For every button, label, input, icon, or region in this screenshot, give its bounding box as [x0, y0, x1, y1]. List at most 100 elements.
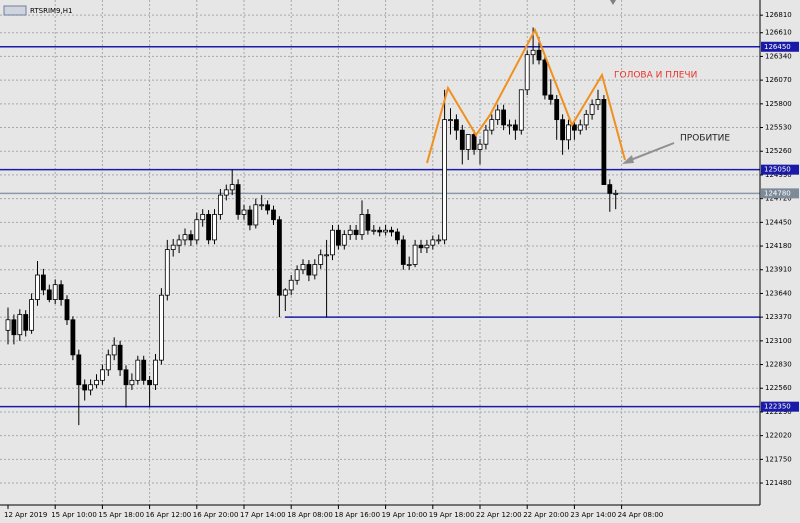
candle-body [613, 192, 619, 195]
candle-body [359, 214, 365, 236]
x-tick-label: 19 Apr 18:00 [429, 511, 475, 519]
candle-body [276, 219, 282, 296]
candle-body [507, 124, 512, 127]
candle-body [383, 229, 389, 233]
candle-body [465, 134, 471, 150]
y-tick-label: 124180 [765, 242, 792, 250]
candle-body [394, 231, 400, 241]
level-label: 124780 [764, 189, 791, 197]
candle-body [489, 119, 495, 131]
level-label-box [761, 164, 799, 175]
candle-body [471, 134, 477, 150]
candle-body [353, 229, 359, 236]
candle-body [41, 274, 46, 291]
y-tick-label: 122830 [765, 361, 792, 369]
y-tick-label: 125260 [765, 147, 792, 155]
candle-body [335, 229, 341, 246]
candle-body [442, 119, 448, 241]
candle-body [29, 299, 35, 331]
candle-body [105, 354, 111, 371]
shift-marker [610, 0, 616, 5]
x-tick-label: 18 Apr 16:00 [334, 511, 380, 519]
levels [0, 46, 760, 408]
candle-body [477, 143, 483, 150]
y-tick-label: 122290 [765, 408, 792, 416]
y-tick-label: 125800 [765, 100, 792, 108]
candle-body [259, 204, 265, 207]
candle-body [513, 124, 518, 131]
candle-body [518, 89, 524, 131]
candle-body [389, 229, 394, 233]
x-tick-label: 16 Apr 20:00 [193, 511, 239, 519]
candle-body [176, 239, 182, 246]
candle-body [495, 109, 501, 121]
candle-body [182, 234, 188, 241]
breakout-label: ПРОБИТИЕ [680, 134, 730, 144]
candles [5, 27, 619, 426]
candle-body [595, 99, 601, 106]
candle-body [88, 384, 93, 391]
candle-body [312, 264, 318, 276]
candle-body [566, 124, 571, 141]
candle-body [459, 129, 465, 150]
candle-body [82, 384, 88, 391]
candle-body [17, 314, 23, 336]
x-tick-label: 22 Apr 20:00 [523, 511, 569, 519]
candle-body [170, 244, 176, 250]
symbol-title: RTSRIM9,H1 [30, 7, 72, 15]
candle-body [217, 194, 223, 215]
candle-body [11, 319, 17, 336]
y-tick-label: 123370 [765, 313, 792, 321]
candle-body [418, 244, 424, 249]
candle-body [35, 274, 40, 300]
candle-body [241, 209, 247, 215]
candle-body [46, 289, 52, 300]
candle-body [117, 344, 123, 371]
x-tick-label: 17 Apr 14:00 [240, 511, 286, 519]
head-shoulders-line [426, 27, 626, 164]
candle-body [164, 249, 170, 296]
candle-body [324, 254, 330, 257]
candle-body [147, 379, 153, 386]
candle-body [483, 129, 489, 145]
y-tick-label: 121480 [765, 479, 792, 487]
candle-body [288, 279, 294, 291]
candle-body [129, 379, 135, 386]
candle-body [235, 184, 241, 215]
y-tick-label: 122020 [765, 432, 792, 440]
x-tick-label: 18 Apr 08:00 [287, 511, 333, 519]
candle-body [76, 354, 82, 386]
x-tick-label: 15 Apr 10:00 [51, 511, 97, 519]
x-tick-label: 16 Apr 12:00 [146, 511, 192, 519]
candle-body [501, 109, 507, 126]
candle-body [194, 219, 200, 241]
candle-body [253, 204, 259, 226]
x-tick-label: 23 Apr 14:00 [570, 511, 616, 519]
y-tick-label: 126810 [765, 11, 792, 19]
candle-body [158, 294, 164, 361]
candle-body [5, 319, 11, 331]
candle-body [282, 289, 288, 296]
candle-body [453, 119, 459, 131]
candle-body [100, 369, 105, 381]
candle-body [430, 239, 436, 246]
candle-body [23, 314, 29, 331]
x-tick-label: 24 Apr 08:00 [618, 511, 664, 519]
candle-body [572, 124, 577, 131]
candle-body [542, 59, 548, 96]
candle-body [365, 214, 371, 231]
candle-body [318, 254, 324, 265]
candle-body [247, 209, 253, 226]
candle-body [111, 344, 117, 356]
y-tick-label: 122560 [765, 384, 792, 392]
breakout-arrow [627, 142, 675, 162]
x-tick-label: 12 Apr 2019 [4, 511, 47, 519]
candle-body [306, 264, 312, 276]
grid [0, 0, 760, 505]
y-tick-label: 126340 [765, 52, 792, 60]
candle-body [371, 229, 377, 232]
candle-body [52, 284, 58, 300]
level-label: 125050 [764, 166, 791, 174]
candle-body [601, 99, 607, 185]
